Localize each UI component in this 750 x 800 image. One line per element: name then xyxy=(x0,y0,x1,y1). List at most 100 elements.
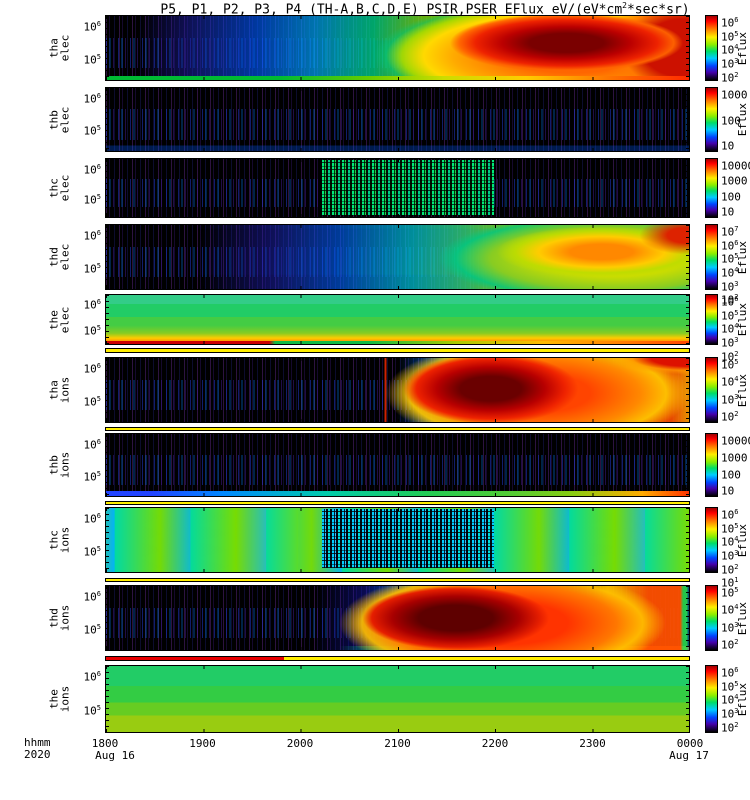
colorbar-tick-exponent: 5 xyxy=(734,586,739,594)
colorbar-tick-exponent: 5 xyxy=(734,679,739,688)
y-axis-ticks-tha-elec: 106 105 xyxy=(70,15,103,81)
colorbar-tick-base: 1000 xyxy=(721,451,748,465)
y-tick-exponent: 5 xyxy=(96,261,101,270)
colorbar-tick-exponent: 6 xyxy=(734,508,739,516)
hour-ticks-top xyxy=(106,586,689,589)
minor-ticks-left xyxy=(106,225,109,289)
colorbar-tick-label: 10 xyxy=(721,204,750,218)
colorbar-tick-base: 10 xyxy=(721,322,735,336)
spectrogram-the-ions xyxy=(105,665,690,733)
hour-ticks-bottom xyxy=(106,77,689,80)
colorbar-tick-base: 1000 xyxy=(721,88,748,102)
colorbar-title-thb-elec: Eflux xyxy=(737,103,750,136)
hour-ticks-bottom xyxy=(106,341,689,344)
species-name: ions xyxy=(58,604,71,632)
colorbar-tick-exponent: 2 xyxy=(734,562,739,571)
panel-label-text-thb-ions: thb ions xyxy=(47,452,71,479)
y-tick-label: 106 xyxy=(84,669,101,683)
spectrogram-thd-ions xyxy=(105,585,690,651)
colorbar-title-wrap-thd-ions: Eflux xyxy=(736,585,750,651)
colorbar-thd-elec xyxy=(705,224,718,290)
colorbar-tick-label: 106 xyxy=(721,15,750,29)
colorbar-tick-exponent: 3 xyxy=(734,392,739,401)
y-tick-base: 10 xyxy=(83,262,97,276)
colorbar-tick-exponent: 3 xyxy=(734,706,739,715)
colorbar-tick-base: 10 xyxy=(721,239,735,253)
colorbar-tick-base: 10 xyxy=(721,485,735,498)
hour-ticks-top xyxy=(106,88,689,91)
colorbar-labels-thb-elec: 1000 100 10 xyxy=(721,87,750,152)
hour-ticks-top xyxy=(106,295,689,298)
colorbar-tick-exponent: 5 xyxy=(734,252,739,261)
colorbar-tick-base: 10 xyxy=(721,71,735,85)
y-axis-ticks-tha-ions: 106 105 xyxy=(70,357,103,423)
colorbar-tick-exponent: 2 xyxy=(734,349,739,358)
y-tick-base: 10 xyxy=(83,20,97,34)
minor-ticks-left xyxy=(106,358,109,422)
colorbar-title-text: Eflux xyxy=(736,682,750,716)
y-tick-base: 10 xyxy=(83,53,97,67)
colorbar-tick-base: 10 xyxy=(721,336,735,350)
minor-ticks-right xyxy=(686,358,689,422)
colorbar-tick-label: 104 xyxy=(721,692,750,706)
hour-ticks-bottom xyxy=(106,493,689,496)
colorbar-tick-label: 102 xyxy=(721,720,750,734)
colorbar-tick-base: 10 xyxy=(721,205,735,219)
colorbar-tick-base: 10 xyxy=(721,707,735,721)
minor-ticks-left xyxy=(106,295,109,344)
colorbar-tick-base: 10 xyxy=(721,586,735,600)
x-axis-tick-1800: 1800 xyxy=(91,737,119,750)
colorbar-title-tha-ions: Eflux xyxy=(737,373,750,406)
hour-ticks-top xyxy=(106,666,689,669)
y-axis-ticks-the-elec: 106 105 xyxy=(70,294,103,345)
colorbar-tick-label: 105 xyxy=(721,521,750,535)
hour-ticks-top xyxy=(106,508,689,511)
y-tick-base: 10 xyxy=(83,193,97,207)
colorbar-thd-ions xyxy=(705,585,718,651)
y-tick-label: 105 xyxy=(84,123,101,137)
colorbar-thc-ions xyxy=(705,507,718,573)
minor-ticks-left xyxy=(106,434,109,496)
colorbar-tick-exponent: 2 xyxy=(734,720,739,729)
colorbar-labels-the-ions: 106 105 104 103 102 xyxy=(721,665,750,733)
colorbar-tick-label: 105 xyxy=(721,679,750,693)
spectrogram-thb-elec xyxy=(105,87,690,152)
colorbar-labels-the-elec: 106 105 104 103 102 xyxy=(721,294,750,362)
y-tick-base: 10 xyxy=(83,590,97,604)
colorbar-tick-base: 10 xyxy=(721,57,735,71)
y-tick-label: 105 xyxy=(84,192,101,206)
colorbar-tick-exponent: 1 xyxy=(734,576,739,585)
colorbar-tick-exponent: 3 xyxy=(734,56,739,65)
colorbar-tick-label: 103 xyxy=(721,620,750,634)
colorbar-tick-exponent: 7 xyxy=(734,225,739,233)
colorbar-tick-label: 107 xyxy=(721,224,750,238)
burst-block xyxy=(322,159,494,216)
colorbar-tick-base: 10 xyxy=(721,576,735,590)
species-name: elec xyxy=(58,243,71,271)
y-tick-label: 105 xyxy=(84,703,101,717)
date-label-end: Aug 17 xyxy=(669,749,709,762)
y-tick-base: 10 xyxy=(83,395,97,409)
y-tick-label: 106 xyxy=(84,91,101,105)
species-name: ions xyxy=(58,526,71,554)
colorbar-tick-base: 10 xyxy=(721,30,735,44)
colorbar-tick-base: 100 xyxy=(721,114,741,128)
colorbar-tick-label: 102 xyxy=(721,349,750,363)
colorbar-title-wrap-tha-elec: Eflux xyxy=(736,15,750,81)
colorbar-title-wrap-thd-elec: Eflux xyxy=(736,224,750,290)
panel-label-text-thd-ions: thd ions xyxy=(47,604,71,632)
colorbar-title-thc-ions: Eflux xyxy=(737,523,750,556)
spectrogram-thd-elec xyxy=(105,224,690,290)
colorbar-tick-label: 1000 xyxy=(721,450,750,465)
colorbar-tick-exponent: 4 xyxy=(734,535,739,544)
species-name: elec xyxy=(58,306,71,333)
y-tick-exponent: 5 xyxy=(96,323,101,332)
colorbar-title-thd-ions: Eflux xyxy=(737,601,750,634)
colorbar-tick-exponent: 2 xyxy=(734,638,739,647)
minor-ticks-left xyxy=(106,666,109,732)
colorbar-tick-label: 104 xyxy=(721,265,750,279)
colorbar-tick-exponent: 6 xyxy=(734,238,739,247)
colorbar-tick-label: 106 xyxy=(721,665,750,679)
colorbar-labels-tha-ions: 105 104 103 102 xyxy=(721,357,750,423)
